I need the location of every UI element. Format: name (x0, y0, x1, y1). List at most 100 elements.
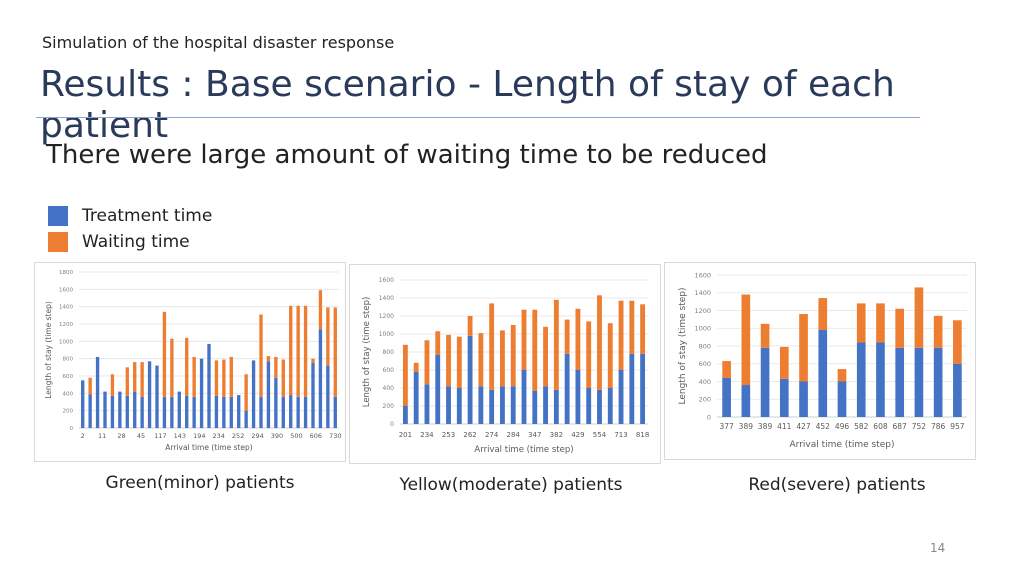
x-tick-label: 389 (758, 422, 773, 431)
legend-waiting-label: Waiting time (82, 232, 190, 252)
bar-waiting-time (259, 314, 263, 397)
bar-treatment-time (489, 389, 495, 424)
bar-waiting-time (266, 356, 271, 362)
bar-waiting-time (125, 367, 129, 396)
bar-treatment-time (199, 358, 204, 428)
bar-treatment-time (876, 342, 885, 417)
y-tick-label: 1600 (694, 271, 711, 279)
bar-waiting-time (133, 362, 137, 392)
bar-waiting-time (296, 305, 300, 397)
legend-treatment-swatch (48, 206, 68, 226)
bar-treatment-time (933, 347, 943, 417)
bar-waiting-time (543, 326, 548, 387)
y-tick-label: 600 (63, 374, 74, 380)
bar-treatment-time (575, 370, 581, 424)
bar-waiting-time (597, 295, 602, 390)
bar-treatment-time (760, 347, 770, 417)
bar-treatment-time (640, 353, 646, 424)
y-tick-label: 1400 (379, 295, 394, 302)
caption-red: Red(severe) patients (748, 475, 926, 495)
y-tick-label: 1000 (694, 325, 711, 333)
bar-treatment-time (456, 388, 462, 424)
bar-treatment-time (895, 347, 905, 417)
x-axis-title: Arrival time (time step) (165, 443, 253, 452)
x-tick-label: 194 (193, 432, 205, 440)
y-tick-label: 1200 (59, 322, 73, 328)
bar-treatment-time (229, 396, 233, 428)
bar-waiting-time (214, 360, 219, 396)
y-tick-label: 800 (699, 342, 711, 350)
bar-treatment-time (799, 381, 808, 417)
bar-waiting-time (564, 319, 570, 354)
y-axis-title: Length of stay (time step) (44, 301, 53, 399)
bar-waiting-time (478, 333, 484, 387)
bar-treatment-time (478, 386, 484, 424)
x-tick-label: 347 (528, 431, 541, 439)
bar-waiting-time (532, 309, 538, 391)
x-tick-label: 608 (873, 422, 888, 431)
chart-panel-yellow: 0 200 400 600 800 1000 1200 1400 1600 201 234 253 26… (349, 264, 661, 464)
bar-treatment-time (741, 385, 751, 417)
chart-panel-green: 0 200 400 600 800 1000 1200 1400 1600 1800 2 11 28 45… (34, 262, 346, 462)
bar-treatment-time (521, 370, 527, 424)
y-tick-label: 1800 (59, 270, 73, 276)
x-tick-label: 11 (98, 432, 106, 440)
bar-treatment-time (607, 388, 613, 424)
x-tick-label: 427 (796, 422, 811, 431)
bar-treatment-time (402, 406, 408, 424)
caption-yellow: Yellow(moderate) patients (399, 475, 623, 495)
bar-waiting-time (640, 304, 646, 354)
bar-waiting-time (553, 299, 559, 390)
y-tick-label: 600 (699, 360, 711, 368)
bar-waiting-time (799, 314, 808, 382)
caption-green: Green(minor) patients (105, 473, 295, 493)
bar-treatment-time (597, 389, 602, 424)
y-tick-label: 1000 (59, 339, 73, 345)
page-number: 14 (930, 541, 946, 555)
x-tick-label: 284 (507, 431, 521, 439)
bar-treatment-time (303, 396, 308, 428)
y-tick-label: 600 (383, 367, 395, 374)
x-tick-label: 201 (399, 431, 412, 439)
bar-treatment-time (333, 396, 337, 428)
bar-waiting-time (110, 374, 115, 396)
bar-waiting-time (435, 331, 441, 355)
bar-treatment-time (185, 395, 189, 428)
x-tick-label: 389 (739, 422, 754, 431)
y-tick-label: 1400 (694, 289, 711, 297)
bar-waiting-time (500, 330, 505, 387)
bar-waiting-time (779, 346, 789, 379)
y-tick-label: 800 (383, 349, 395, 356)
y-tick-label: 200 (63, 409, 74, 415)
x-tick-label: 234 (213, 432, 225, 440)
bar-treatment-time (103, 391, 107, 428)
bar-treatment-time (192, 396, 196, 428)
bar-waiting-time (818, 298, 828, 331)
bar-treatment-time (259, 396, 263, 428)
x-tick-label: 117 (154, 432, 166, 440)
bar-waiting-time (446, 334, 451, 387)
bar-treatment-time (222, 396, 226, 428)
bar-treatment-time (543, 386, 548, 424)
bar-waiting-time (760, 323, 770, 348)
chart-red: 0 200 400 600 800 1000 1200 1400 1600 377 389 389 41… (678, 271, 967, 450)
x-tick-label: 713 (614, 431, 627, 439)
bar-treatment-time (837, 381, 847, 417)
slide-subtitle: Simulation of the hospital disaster resp… (42, 33, 395, 52)
y-tick-label: 400 (63, 391, 74, 397)
x-tick-label: 28 (117, 432, 125, 440)
bar-waiting-time (185, 337, 189, 396)
x-tick-label: 252 (232, 432, 244, 440)
bar-waiting-time (933, 315, 943, 348)
bar-waiting-time (456, 336, 462, 388)
bar-treatment-time (251, 360, 256, 428)
bar-treatment-time (281, 396, 285, 428)
bar-waiting-time (318, 290, 323, 330)
bar-waiting-time (88, 377, 92, 395)
bar-waiting-time (510, 325, 516, 387)
bar-treatment-time (110, 395, 115, 428)
bar-treatment-time (510, 386, 516, 424)
y-tick-label: 400 (383, 385, 395, 392)
bar-waiting-time (326, 307, 330, 366)
x-tick-label: 818 (636, 431, 649, 439)
